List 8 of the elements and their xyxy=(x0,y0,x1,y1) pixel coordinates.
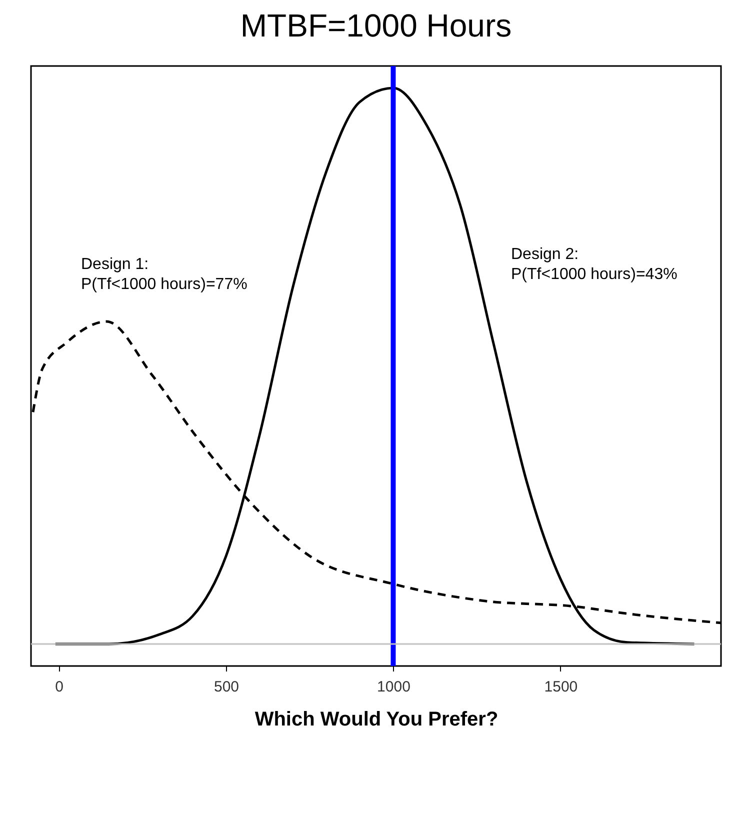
annotation: Design 1: P(Tf<1000 hours)=77% xyxy=(81,256,248,293)
x-tick-label: 500 xyxy=(214,678,240,696)
chart-title: MTBF=1000 Hours xyxy=(240,8,512,44)
x-tick-label: 1000 xyxy=(377,678,410,696)
x-tick-label: 0 xyxy=(55,678,64,696)
x-tick-label: 1500 xyxy=(544,678,578,696)
annotation: Design 2: P(Tf<1000 hours)=43% xyxy=(511,246,678,283)
x-axis-title: Which Would You Prefer? xyxy=(254,708,498,730)
